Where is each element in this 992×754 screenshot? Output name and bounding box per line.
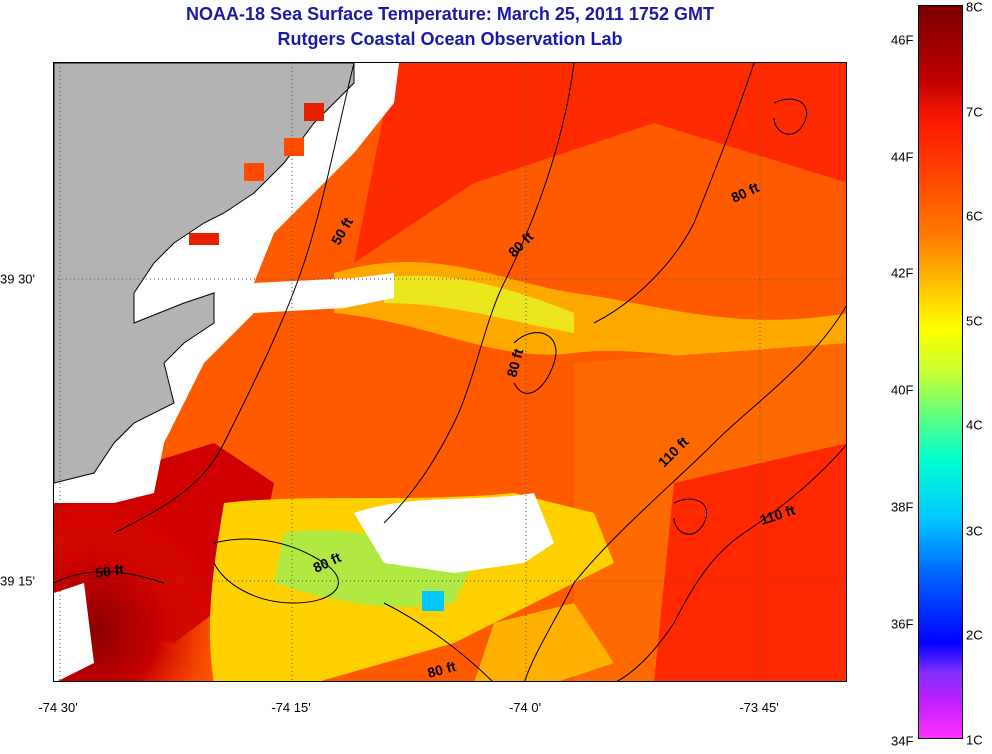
bathymetry-contours bbox=[54, 63, 846, 681]
cyan-pixel bbox=[422, 591, 444, 611]
warm-band-north bbox=[354, 63, 846, 263]
colorbar-c-label: 7C bbox=[966, 104, 983, 120]
x-tick-label: -74 15' bbox=[271, 700, 311, 715]
cloud-area-south bbox=[354, 493, 554, 573]
cloud-area-sw-edge bbox=[54, 583, 94, 681]
coast-warm-pixel bbox=[189, 233, 219, 245]
colorbar-f-label: 34F bbox=[891, 733, 914, 749]
coast-warm-pixel bbox=[244, 163, 264, 181]
x-tick-label: -73 45' bbox=[739, 700, 779, 715]
y-tick-label: 39 15' bbox=[0, 573, 36, 589]
colorbar-c-label: 1C bbox=[966, 732, 983, 748]
colorbar-c-label: 4C bbox=[966, 417, 983, 433]
yellow-patch bbox=[384, 275, 574, 333]
coast-warm-pixel bbox=[304, 103, 324, 121]
colorbar-f-label: 44F bbox=[891, 149, 914, 165]
colorbar-c-label: 2C bbox=[966, 627, 983, 643]
colorbar-c-label: 5C bbox=[966, 313, 983, 329]
colorbar-f-label: 42F bbox=[891, 265, 914, 281]
contour-label: 80 ft bbox=[426, 658, 458, 681]
temperature-colorbar bbox=[918, 5, 963, 739]
x-tick-label: -74 0' bbox=[508, 700, 542, 715]
colorbar-c-label: 8C bbox=[966, 0, 983, 15]
colorbar-f-label: 38F bbox=[891, 499, 914, 515]
colorbar-f-label: 36F bbox=[891, 616, 914, 632]
coast-warm-pixel bbox=[284, 138, 304, 156]
colorbar-c-label: 3C bbox=[966, 523, 983, 539]
y-tick-label: 39 30' bbox=[0, 271, 36, 287]
yellow-south-east bbox=[474, 603, 614, 681]
colorbar-f-label: 46F bbox=[891, 32, 914, 48]
map-title: NOAA-18 Sea Surface Temperature: March 2… bbox=[186, 4, 714, 24]
x-tick-label: -74 30' bbox=[38, 700, 78, 715]
map-subtitle: Rutgers Coastal Ocean Observation Lab bbox=[277, 29, 623, 49]
colorbar-c-label: 6C bbox=[966, 208, 983, 224]
sst-map: 50 ft 80 ft 80 ft 80 ft 110 ft 110 ft 50… bbox=[53, 62, 847, 682]
graticule bbox=[54, 63, 846, 681]
contour-label: 50 ft bbox=[94, 561, 125, 581]
contour-label: 80 ft bbox=[503, 347, 526, 379]
colorbar-f-label: 40F bbox=[891, 382, 914, 398]
